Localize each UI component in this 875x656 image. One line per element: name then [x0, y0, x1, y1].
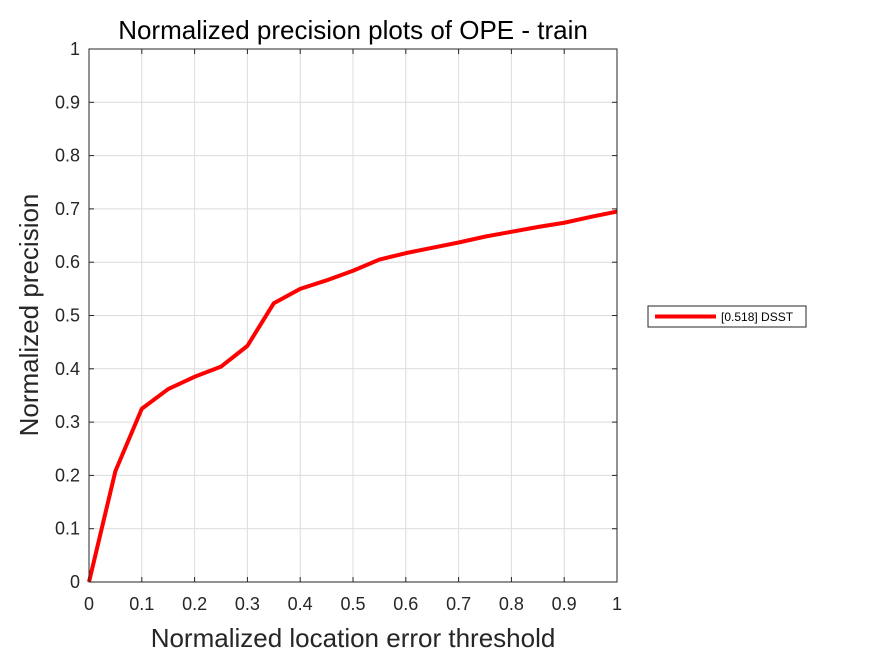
x-tick-label: 0.3: [235, 594, 260, 614]
series-line-0: [87, 209, 618, 583]
x-tick-label: 0.8: [499, 594, 524, 614]
x-tick-label: 0.5: [340, 594, 365, 614]
series-layer: [87, 209, 618, 583]
y-tick-label: 0.9: [55, 92, 80, 112]
y-axis-label: Normalized precision: [14, 194, 44, 437]
y-tick-label: 0.4: [55, 359, 80, 379]
legend-box: [647, 305, 807, 328]
x-tick-label: 0.1: [129, 594, 154, 614]
ticks: 0 0.1 0.2 0.3 0.4 0.5 0.6 0.7 0.8 0.9 1 0 0.1 0.2 0.3 0…: [55, 39, 622, 614]
y-tick-label: 0.7: [55, 199, 80, 219]
chart-title: Normalized precision plots of OPE - trai…: [118, 15, 588, 45]
y-tick-label: 1: [70, 39, 80, 59]
x-tick-label: 1: [612, 594, 622, 614]
x-tick-label: 0.9: [552, 594, 577, 614]
x-tick-label: 0.6: [393, 594, 418, 614]
x-tick-label: 0: [84, 594, 94, 614]
y-tick-label: 0.1: [55, 519, 80, 539]
legend-entry-dsst: [0.518] DSST: [721, 310, 794, 324]
y-tick-label: 0.8: [55, 146, 80, 166]
grid: [88, 48, 618, 583]
y-tick-label: 0.2: [55, 465, 80, 485]
y-tick-label: 0.5: [55, 306, 80, 326]
legend: [0.518] DSST: [647, 305, 807, 328]
x-tick-label: 0.7: [446, 594, 471, 614]
y-tick-label: 0: [70, 572, 80, 592]
x-tick-label: 0.4: [288, 594, 313, 614]
y-tick-label: 0.3: [55, 412, 80, 432]
x-tick-label: 0.2: [182, 594, 207, 614]
x-axis-label: Normalized location error threshold: [151, 623, 556, 653]
y-tick-label: 0.6: [55, 252, 80, 272]
